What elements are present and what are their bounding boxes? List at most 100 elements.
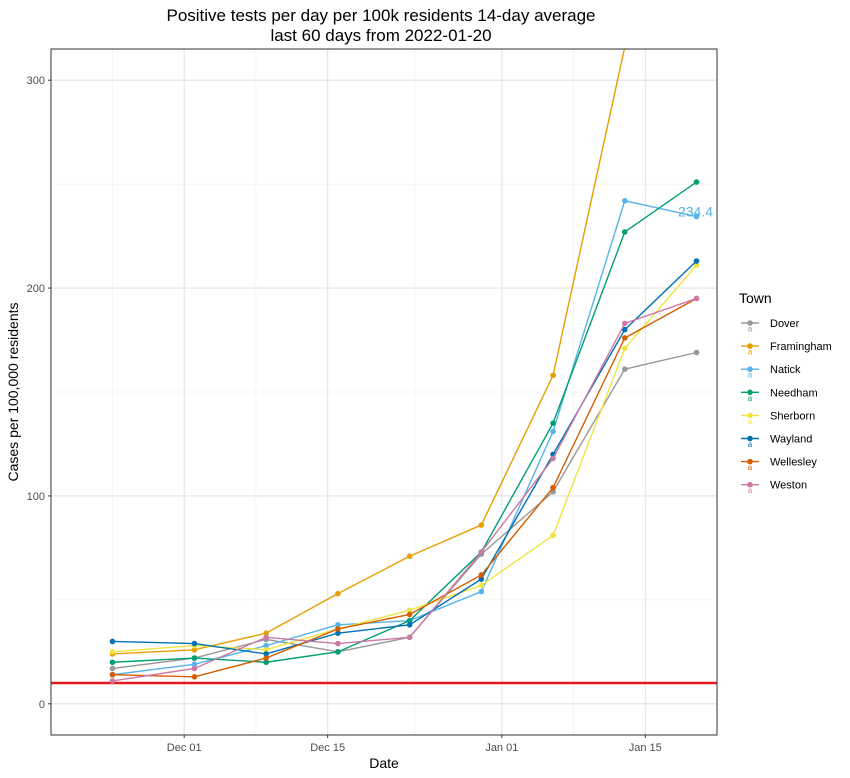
- legend-item-dover: a Dover: [741, 318, 800, 334]
- legend-item-framingham: a Framingham: [741, 341, 832, 357]
- legend-key-point: [747, 343, 753, 349]
- data-point-needham: [263, 659, 269, 666]
- data-point-wayland: [478, 576, 485, 582]
- data-point-framingham: [550, 372, 556, 379]
- data-point-wayland: [191, 640, 198, 647]
- data-point-needham: [406, 617, 413, 624]
- y-tick-label: 300: [27, 75, 45, 87]
- data-point-needham: [693, 179, 700, 185]
- data-point-needham: [550, 420, 556, 426]
- data-point-sherborn: [263, 646, 269, 653]
- series-framingham: [109, 49, 627, 657]
- legend-key-point: [747, 458, 753, 465]
- data-point-sherborn: [550, 532, 556, 539]
- series-line-sherborn: [112, 264, 698, 653]
- data-point-framingham: [335, 590, 341, 597]
- data-point-natick: [478, 588, 485, 595]
- data-point-weston: [621, 320, 628, 327]
- legend-label-wellesley: Wellesley: [770, 457, 817, 469]
- data-point-needham: [335, 649, 341, 655]
- data-point-sherborn: [406, 607, 413, 614]
- data-point-sherborn: [621, 345, 628, 352]
- legend-title: Town: [739, 290, 772, 306]
- series-line-framingham: [112, 49, 626, 655]
- data-point-natick: [191, 661, 198, 668]
- legend-key-glyph: a: [748, 417, 753, 426]
- series-weston: [109, 295, 700, 684]
- series-layer: [109, 49, 700, 684]
- data-point-natick: [621, 197, 628, 204]
- data-point-natick: [263, 642, 269, 649]
- data-point-wellesley: [621, 335, 628, 341]
- minor-gridlines: [51, 49, 717, 735]
- legend-key-glyph: a: [748, 394, 753, 403]
- legend-label-weston: Weston: [770, 480, 807, 492]
- chart-title-line-2: last 60 days from 2022-01-20: [270, 26, 491, 45]
- data-point-natick: [335, 622, 341, 628]
- series-needham: [109, 179, 700, 666]
- x-axis: Dec 01 Dec 15 Jan 01 Jan 15: [167, 735, 662, 754]
- legend-key-glyph: a: [748, 463, 753, 472]
- data-point-wellesley: [109, 671, 116, 678]
- legend-key-glyph: a: [748, 325, 753, 334]
- legend-label-framingham: Framingham: [770, 341, 832, 353]
- data-point-wayland: [406, 622, 413, 628]
- legend-key-glyph: a: [748, 440, 753, 449]
- data-point-dover: [621, 366, 628, 372]
- data-point-needham: [621, 229, 628, 235]
- legend-item-sherborn: a Sherborn: [741, 410, 815, 426]
- legend: Town a Dover a Framingham a Natick a Needham a Sh…: [739, 290, 832, 495]
- data-point-wayland: [109, 638, 116, 645]
- annotation-layer: 234.4: [678, 204, 713, 220]
- legend-key-point: [747, 366, 753, 373]
- legend-item-needham: a Needham: [741, 387, 818, 403]
- legend-key-point: [747, 481, 753, 488]
- x-tick-label: Jan 15: [629, 742, 662, 754]
- plot-panel-border: [50, 48, 718, 736]
- data-point-wellesley: [335, 626, 341, 632]
- legend-item-wellesley: a Wellesley: [741, 457, 817, 472]
- data-point-sherborn: [109, 649, 116, 655]
- data-point-wellesley: [478, 572, 485, 578]
- legend-key-point: [747, 412, 753, 419]
- data-point-sherborn: [693, 262, 700, 268]
- data-point-dover: [693, 349, 700, 356]
- legend-label-sherborn: Sherborn: [770, 410, 815, 422]
- major-gridlines: [51, 49, 717, 735]
- series-line-wayland: [112, 260, 697, 655]
- data-point-wayland: [263, 651, 269, 657]
- data-point-needham: [191, 655, 198, 661]
- y-tick-label: 0: [39, 699, 45, 711]
- x-tick-label: Dec 15: [310, 742, 345, 754]
- legend-label-natick: Natick: [770, 364, 801, 376]
- y-tick-label: 200: [27, 283, 45, 295]
- data-point-framingham: [406, 553, 413, 560]
- data-point-wellesley: [263, 655, 269, 661]
- y-axis-title: Cases per 100,000 residents: [5, 303, 21, 482]
- x-tick-label: Dec 01: [167, 742, 202, 754]
- data-point-wellesley: [550, 484, 556, 491]
- legend-label-wayland: Wayland: [770, 434, 812, 446]
- data-point-weston: [478, 549, 485, 555]
- series-line-wellesley: [112, 297, 697, 678]
- legend-key-glyph: a: [748, 348, 753, 357]
- legend-label-dover: Dover: [770, 318, 800, 330]
- legend-item-weston: a Weston: [741, 480, 807, 495]
- legend-item-wayland: a Wayland: [741, 434, 812, 449]
- legend-key-glyph: a: [748, 371, 753, 380]
- legend-key-glyph: a: [748, 486, 753, 495]
- data-point-natick: [693, 213, 700, 220]
- data-point-weston: [191, 665, 198, 672]
- data-point-framingham: [263, 630, 269, 636]
- data-point-weston: [693, 295, 700, 302]
- data-point-weston: [335, 640, 341, 647]
- data-point-framingham: [191, 646, 198, 653]
- legend-key-point: [747, 389, 753, 396]
- y-axis: 0 100 200 300: [27, 75, 51, 711]
- chart-title-line-1: Positive tests per day per 100k resident…: [166, 6, 595, 25]
- data-point-weston: [109, 678, 116, 684]
- legend-item-natick: a Natick: [741, 364, 801, 380]
- legend-key-point: [747, 435, 753, 442]
- series-wayland: [109, 258, 700, 657]
